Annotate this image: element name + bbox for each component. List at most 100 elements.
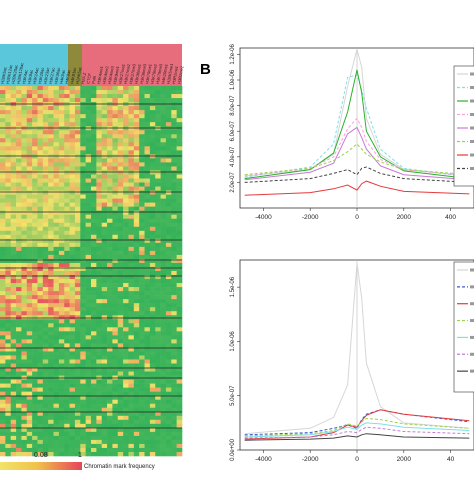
heatmap-cell <box>32 158 38 163</box>
heatmap-cell <box>16 423 22 429</box>
heatmap-cell <box>48 283 54 288</box>
heatmap-column-label: H2A.Z <box>80 72 87 85</box>
heatmap-cell <box>139 287 145 292</box>
heatmap-column-label: H2BK12ac <box>5 64 13 84</box>
heatmap-cell <box>112 359 119 364</box>
heatmap-cell <box>96 451 102 457</box>
heatmap-cell <box>101 331 108 336</box>
heatmap-cell <box>112 311 119 316</box>
heatmap-cell <box>21 287 28 292</box>
heatmap-cell <box>112 447 119 453</box>
heatmap-cell <box>112 383 119 388</box>
heatmap-cell <box>149 307 156 312</box>
heatmap-cell <box>42 339 49 344</box>
heatmap-cell <box>21 403 28 409</box>
heatmap-cell <box>5 359 11 364</box>
heatmap-cell <box>26 98 33 103</box>
heatmap-cell <box>155 327 161 332</box>
heatmap-cell <box>107 367 113 372</box>
heatmap-cell <box>96 355 102 360</box>
heatmap-cell <box>171 275 177 280</box>
heatmap-cell <box>5 158 11 163</box>
heatmap-cell <box>21 178 28 183</box>
heatmap-cell <box>74 182 81 187</box>
heatmap-cell <box>149 206 156 211</box>
heatmap-cell <box>139 250 145 256</box>
heatmap-cell <box>107 383 113 388</box>
heatmap-cell <box>165 351 172 356</box>
heatmap-cell <box>176 178 183 183</box>
heatmap-cell <box>69 303 76 308</box>
heatmap-cell <box>80 299 86 304</box>
heatmap-cell <box>139 347 145 352</box>
heatmap-column-label: H3K4me2 <box>101 65 109 84</box>
heatmap-cell <box>26 359 33 364</box>
heatmap-cell <box>53 307 60 312</box>
heatmap-cell <box>64 114 70 119</box>
heatmap-cell <box>96 295 102 300</box>
heatmap-column-label: H3K27me2 <box>123 63 132 84</box>
heatmap-cell <box>48 351 54 356</box>
heatmap-cell <box>96 110 102 115</box>
heatmap-cell <box>42 367 49 372</box>
heatmap-cell <box>171 266 177 272</box>
heatmap-cell <box>133 86 140 91</box>
heatmap-cell <box>32 363 38 368</box>
heatmap-cell <box>123 130 129 135</box>
heatmap-cell <box>10 182 17 187</box>
heatmap-cell <box>96 307 102 312</box>
heatmap-cell <box>80 379 86 384</box>
x-tick-label: -4000 <box>255 456 272 463</box>
heatmap-cell <box>165 327 172 332</box>
heatmap-cell <box>139 335 145 340</box>
heatmap-cell <box>107 198 113 203</box>
heatmap-cell <box>171 226 177 232</box>
heatmap-cell <box>91 295 97 300</box>
series-line <box>244 166 470 183</box>
heatmap-cell <box>144 142 151 147</box>
heatmap-cell <box>101 355 108 360</box>
heatmap-cell <box>37 234 44 240</box>
heatmap-cell <box>107 166 113 171</box>
heatmap-cell <box>96 283 102 288</box>
heatmap-cell <box>42 178 49 183</box>
heatmap-cell <box>160 303 167 308</box>
heatmap-cell <box>107 327 113 332</box>
heatmap-cell <box>123 387 129 392</box>
heatmap-cell <box>10 291 17 296</box>
heatmap-cell <box>128 315 135 320</box>
heatmap-cell <box>26 371 33 376</box>
heatmap-cell <box>16 138 22 143</box>
heatmap-cell <box>144 86 151 91</box>
heatmap-cell <box>80 331 86 336</box>
heatmap-cell <box>171 411 177 417</box>
heatmap-cell <box>0 238 6 244</box>
heatmap-cell <box>58 170 65 175</box>
heatmap-cell <box>53 443 60 449</box>
heatmap-cell <box>91 271 97 276</box>
heatmap-cell <box>32 170 38 175</box>
heatmap-cell <box>64 403 70 409</box>
heatmap-cell <box>53 395 60 400</box>
heatmap-cell <box>64 206 70 211</box>
heatmap-cell <box>85 415 92 421</box>
heatmap-cell <box>144 250 151 256</box>
heatmap-cell <box>37 403 44 409</box>
heatmap-cell <box>123 379 129 384</box>
heatmap-cell <box>91 447 97 453</box>
heatmap-cell <box>133 206 140 211</box>
heatmap-cell <box>74 383 81 388</box>
heatmap-cell <box>128 419 135 425</box>
heatmap-cell <box>10 250 17 256</box>
heatmap-cell <box>64 387 70 392</box>
heatmap-cell <box>117 218 124 224</box>
heatmap-cell <box>0 166 6 171</box>
heatmap-cell <box>144 423 151 429</box>
heatmap-cell <box>96 363 102 368</box>
heatmap-cell <box>10 439 17 445</box>
heatmap-cell <box>5 291 11 296</box>
heatmap-cell <box>58 130 65 135</box>
heatmap-cell <box>165 427 172 433</box>
heatmap-cell <box>37 391 44 396</box>
heatmap-cell <box>16 295 22 300</box>
